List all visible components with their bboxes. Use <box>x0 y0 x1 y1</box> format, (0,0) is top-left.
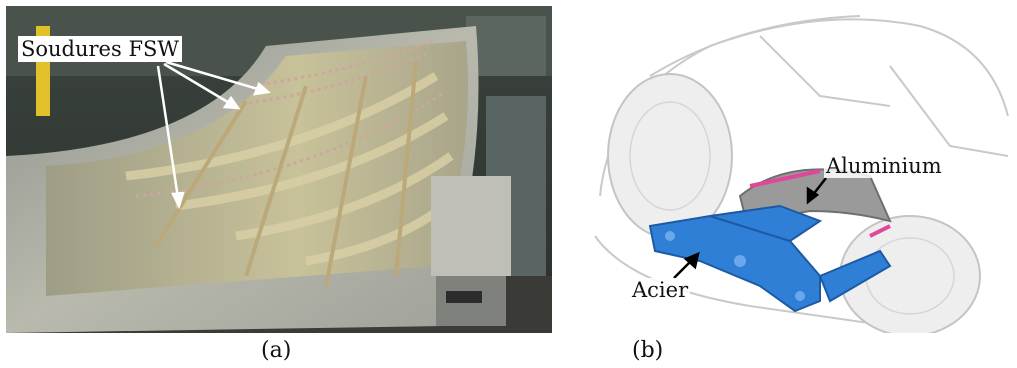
label-aluminium: Aluminium <box>824 154 944 178</box>
label-acier: Acier <box>630 278 691 302</box>
caption-a: (a) <box>261 338 292 363</box>
photo-fsw-panels <box>6 6 552 333</box>
fsw-photo-drawing <box>6 6 552 333</box>
caption-b: (b) <box>632 338 664 363</box>
label-soudures-fsw: Soudures FSW <box>18 36 182 62</box>
